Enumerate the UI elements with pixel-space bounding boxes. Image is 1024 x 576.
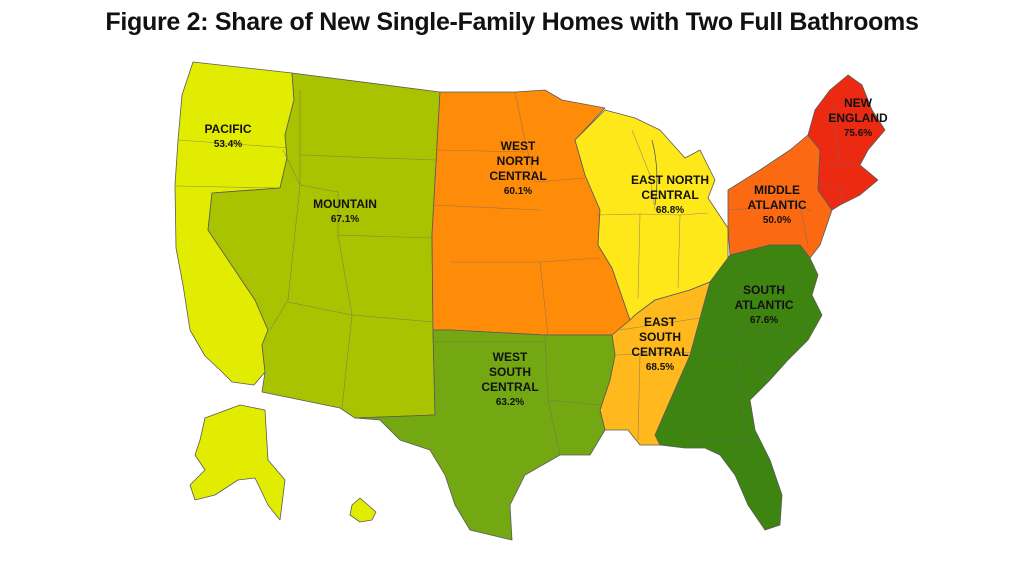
- label-sa-value: 67.6%: [749, 315, 779, 326]
- label-east-north-central: EAST NORTH CENTRAL 68.8%: [622, 173, 718, 218]
- label-wsc-value: 63.2%: [495, 397, 525, 408]
- label-esc-line3: CENTRAL: [631, 345, 689, 359]
- label-west-south-central: WEST SOUTH CENTRAL 63.2%: [470, 350, 550, 410]
- label-ma-value: 50.0%: [762, 215, 792, 226]
- label-esc-line1: EAST: [643, 315, 676, 329]
- region-new-england: [807, 74, 886, 211]
- region-pacific-alaska: [189, 404, 286, 521]
- label-enc-line2: CENTRAL: [641, 188, 699, 202]
- label-ma-line2: ATLANTIC: [747, 198, 807, 212]
- label-esc-value: 68.5%: [645, 362, 675, 373]
- label-esc-line2: SOUTH: [639, 330, 681, 344]
- alaska-shape: [189, 404, 286, 521]
- region-pacific-hawaii: [349, 497, 377, 523]
- label-enc-line1: EAST NORTH: [631, 173, 709, 187]
- label-mountain-value: 67.1%: [330, 214, 360, 225]
- new-england-shape: [807, 74, 886, 211]
- label-pacific: PACIFIC 53.4%: [200, 122, 256, 152]
- map-title: Figure 2: Share of New Single-Family Hom…: [105, 8, 919, 36]
- label-mountain-name: MOUNTAIN: [313, 197, 377, 211]
- label-wsc-line2: SOUTH: [489, 365, 531, 379]
- region-west-south-central: [354, 329, 616, 541]
- label-wnc-line3: CENTRAL: [489, 169, 547, 183]
- label-middle-atlantic: MIDDLE ATLANTIC 50.0%: [740, 183, 814, 228]
- label-wnc-value: 60.1%: [503, 186, 533, 197]
- label-west-north-central: WEST NORTH CENTRAL 60.1%: [478, 139, 558, 199]
- label-sa-line1: SOUTH: [743, 283, 785, 297]
- west-south-central-shape: [354, 329, 616, 541]
- label-wnc-line1: WEST: [500, 139, 536, 153]
- label-pacific-name: PACIFIC: [204, 122, 252, 136]
- label-mountain: MOUNTAIN 67.1%: [305, 197, 385, 227]
- label-ne-value: 75.6%: [843, 128, 873, 139]
- label-south-atlantic: SOUTH ATLANTIC 67.6%: [724, 283, 804, 328]
- label-enc-value: 68.8%: [655, 205, 685, 216]
- hawaii-shape: [349, 497, 377, 523]
- label-east-south-central: EAST SOUTH CENTRAL 68.5%: [620, 315, 700, 375]
- label-wnc-line2: NORTH: [496, 154, 540, 168]
- region-mountain: [207, 72, 441, 419]
- label-ma-line1: MIDDLE: [754, 183, 800, 197]
- label-wsc-line1: WEST: [492, 350, 528, 364]
- label-ne-line1: NEW: [844, 96, 872, 110]
- label-wsc-line3: CENTRAL: [481, 380, 539, 394]
- label-ne-line2: ENGLAND: [828, 111, 888, 125]
- label-new-england: NEW ENGLAND 75.6%: [818, 96, 898, 141]
- label-sa-line2: ATLANTIC: [734, 298, 794, 312]
- label-pacific-value: 53.4%: [213, 139, 243, 150]
